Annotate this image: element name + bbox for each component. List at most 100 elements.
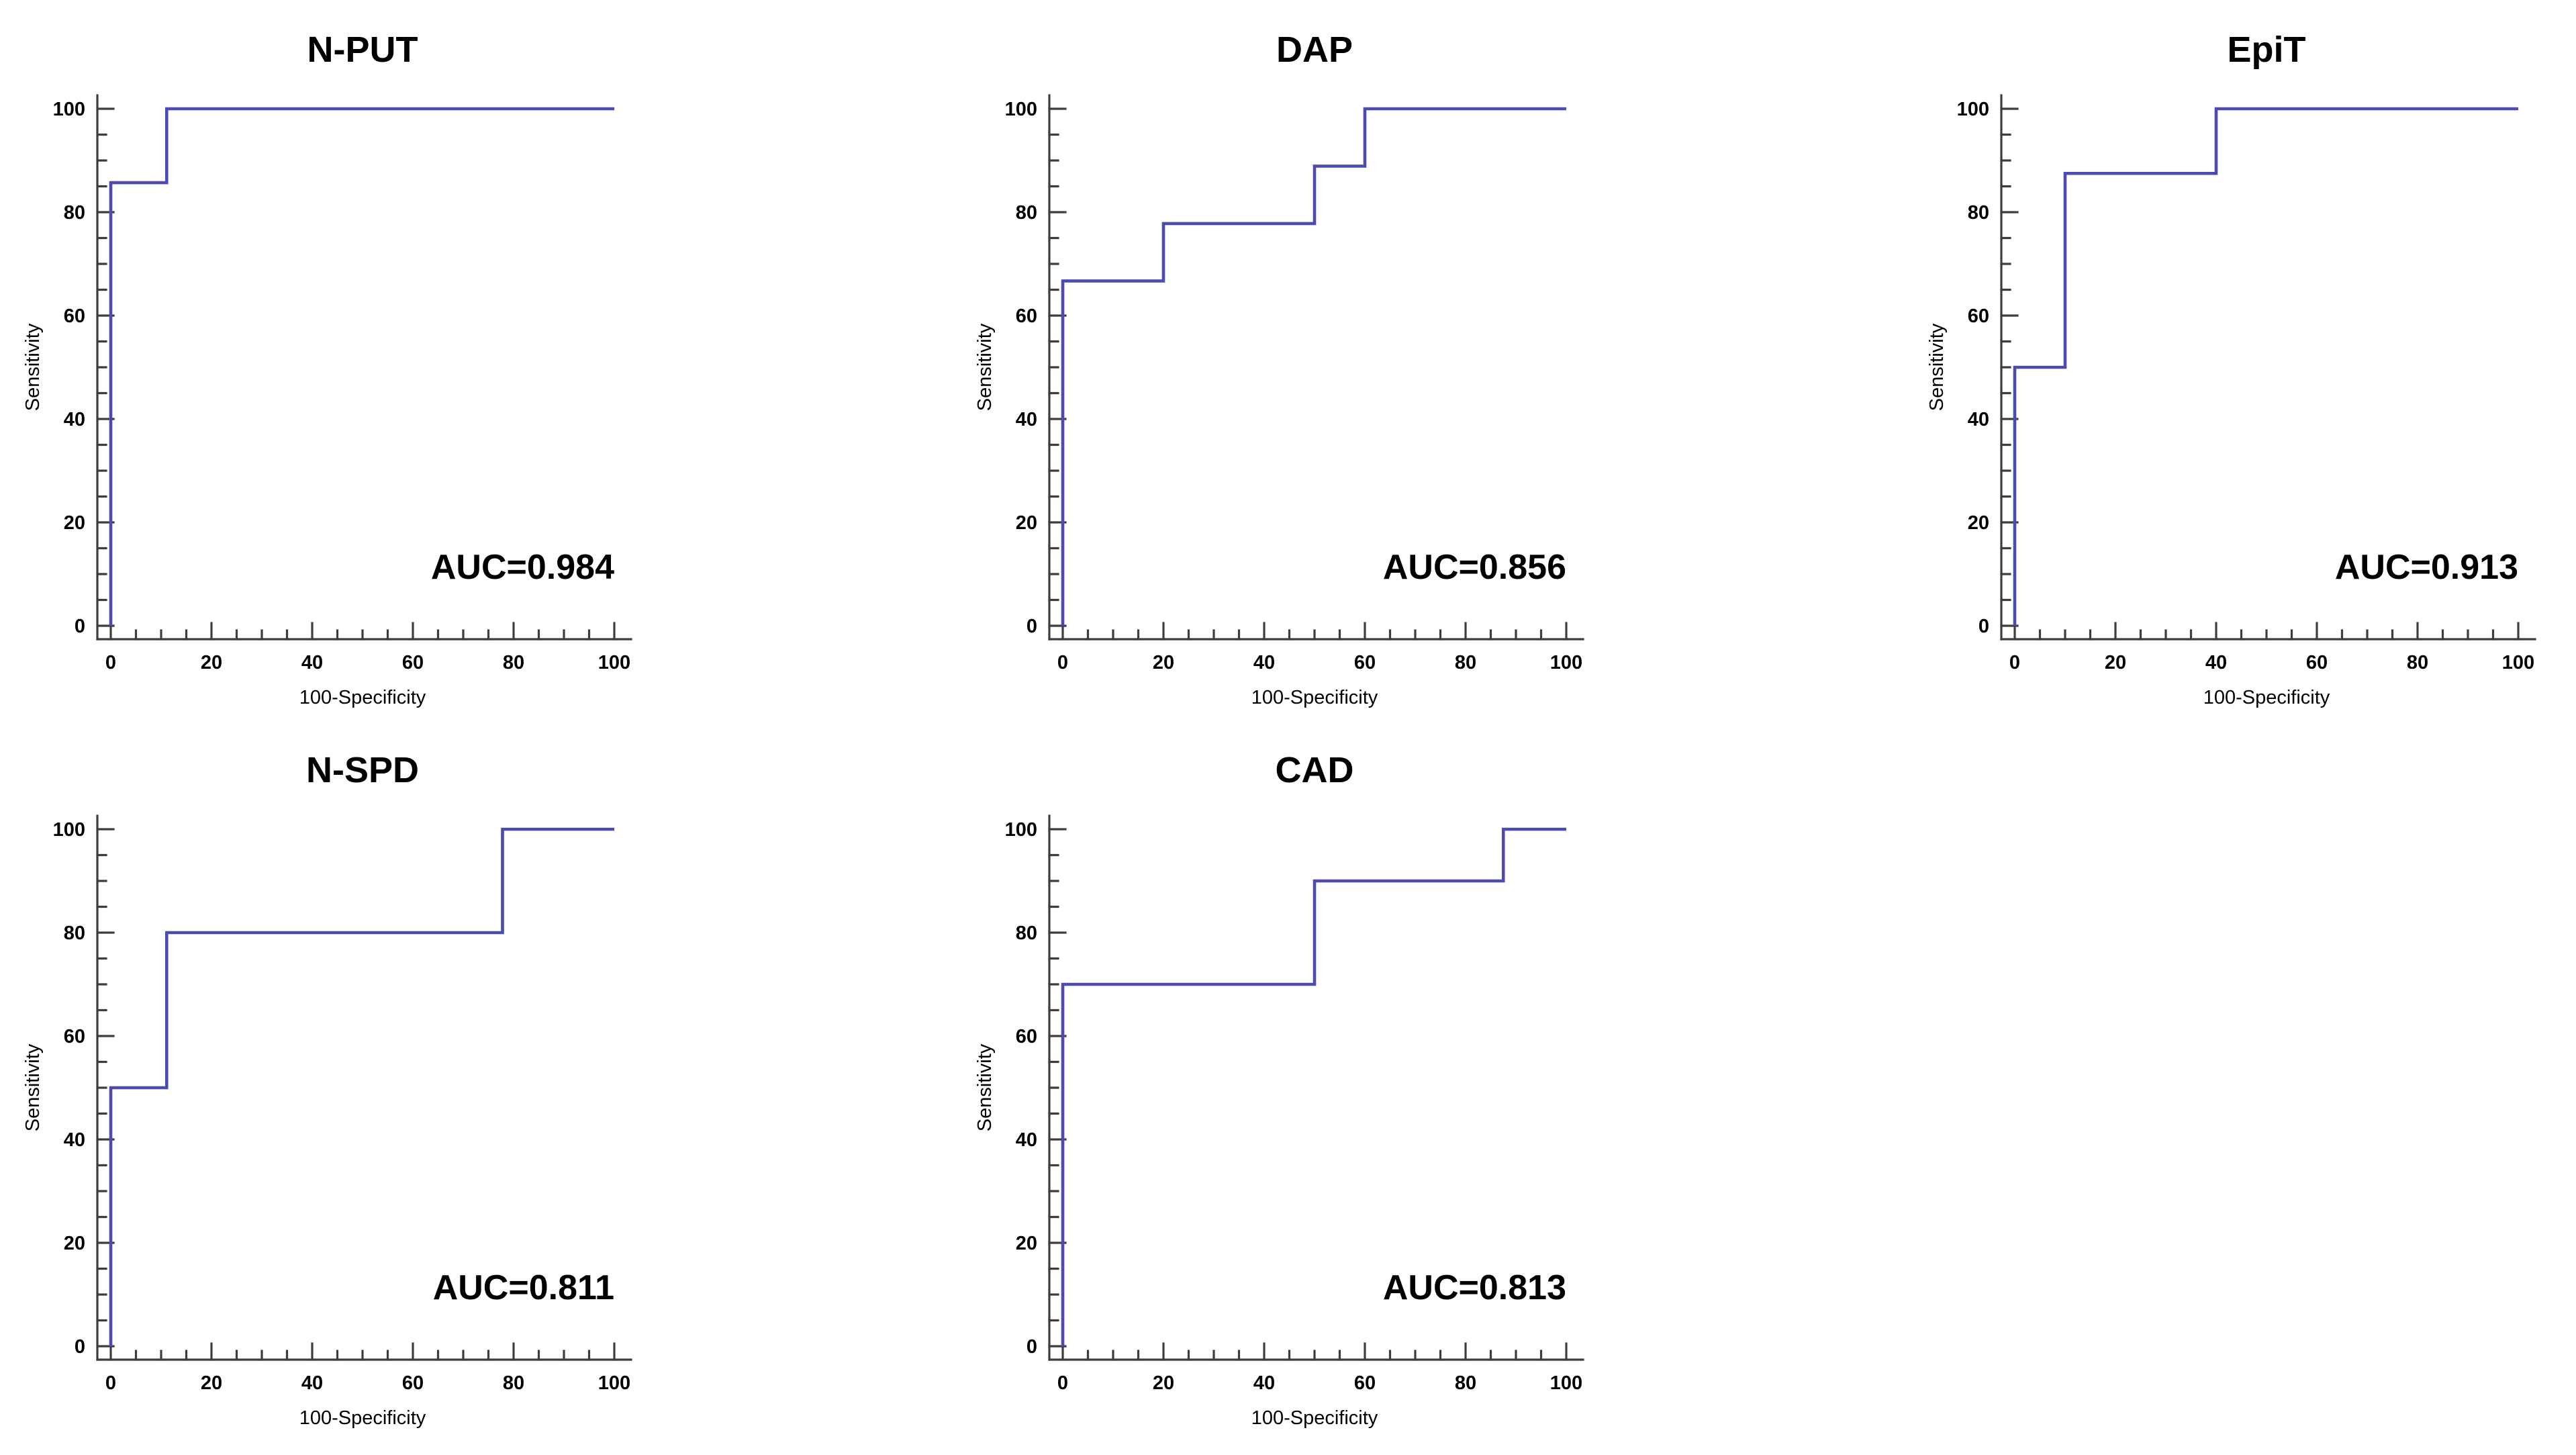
y-tick-label-60: 60 [1016, 1026, 1037, 1047]
chart-title-n-put: N-PUT [307, 30, 418, 70]
y-tick-label-0: 0 [1978, 616, 1989, 637]
y-tick-label-20: 20 [1968, 512, 1989, 534]
x-axis-label: 100-Specificity [299, 687, 426, 708]
y-axis-label: Sensitivity [974, 1043, 996, 1131]
y-tick-label-0: 0 [75, 1336, 85, 1358]
x-tick-label-80: 80 [1455, 1372, 1476, 1394]
roc-curve-n-spd [109, 827, 614, 1346]
y-tick-label-20: 20 [64, 512, 85, 534]
y-tick-label-60: 60 [64, 1026, 85, 1047]
y-tick-label-60: 60 [64, 306, 85, 327]
y-tick-label-100: 100 [1957, 99, 1989, 120]
y-tick-label-40: 40 [1968, 409, 1989, 430]
x-tick-label-40: 40 [301, 652, 323, 673]
chart-title-cad: CAD [1276, 750, 1354, 790]
axes [96, 94, 632, 641]
x-axis-label: 100-Specificity [1251, 1407, 1378, 1429]
x-tick-label-20: 20 [1153, 1372, 1174, 1394]
x-tick-label-0: 0 [105, 1372, 116, 1394]
y-axis-label: Sensitivity [22, 323, 44, 411]
x-axis-label: 100-Specificity [299, 1407, 426, 1429]
roc-plot-cad: CAD 0 20 40 60 80 100 0 20 40 60 80 100 100-Specifici… [974, 750, 1584, 1429]
chart-title-n-spd: N-SPD [306, 750, 419, 790]
x-tick-label-40: 40 [2205, 652, 2227, 673]
y-tick-label-80: 80 [1968, 202, 1989, 224]
roc-chart-cell-n-spd: N-SPD 0 20 40 60 80 100 0 20 40 60 80 100 100-Specifi… [0, 720, 859, 1446]
y-axis-label: Sensitivity [974, 323, 996, 411]
y-tick-label-100: 100 [53, 99, 85, 120]
roc-curve-n-put [109, 107, 614, 626]
y-tick-label-20: 20 [1016, 512, 1037, 534]
x-tick-label-0: 0 [2009, 652, 2020, 673]
y-tick-label-80: 80 [1016, 923, 1037, 944]
y-tick-label-40: 40 [1016, 1129, 1037, 1151]
y-tick-label-60: 60 [1968, 306, 1989, 327]
y-tick-label-0: 0 [1027, 1336, 1037, 1358]
x-tick-label-60: 60 [402, 1372, 424, 1394]
x-tick-label-80: 80 [503, 652, 524, 673]
y-tick-label-80: 80 [1016, 202, 1037, 224]
auc-label-n-put: AUC=0.984 [431, 548, 614, 587]
y-tick-label-40: 40 [1016, 409, 1037, 430]
chart-title-dap: DAP [1276, 30, 1353, 70]
x-tick-label-40: 40 [301, 1372, 323, 1394]
roc-chart-cell-dap: DAP 0 20 40 60 80 100 0 20 40 60 80 100 100-Specifici… [952, 0, 1811, 725]
auc-label-dap: AUC=0.856 [1383, 548, 1566, 587]
y-tick-label-60: 60 [1016, 306, 1037, 327]
y-tick-label-20: 20 [64, 1233, 85, 1254]
chart-title-epit: EpiT [2228, 30, 2306, 70]
y-tick-label-0: 0 [75, 616, 85, 637]
x-tick-label-0: 0 [1057, 1372, 1068, 1394]
y-tick-label-20: 20 [1016, 1233, 1037, 1254]
roc-plot-dap: DAP 0 20 40 60 80 100 0 20 40 60 80 100 100-Specifici… [974, 30, 1584, 708]
x-tick-label-100: 100 [598, 652, 630, 673]
y-tick-label-40: 40 [64, 1129, 85, 1151]
x-tick-label-80: 80 [503, 1372, 524, 1394]
x-tick-label-100: 100 [1550, 652, 1582, 673]
y-axis-label: Sensitivity [22, 1043, 44, 1131]
y-tick-label-80: 80 [64, 202, 85, 224]
auc-label-cad: AUC=0.813 [1383, 1268, 1566, 1307]
x-axis-label: 100-Specificity [1251, 687, 1378, 708]
x-tick-label-80: 80 [1455, 652, 1476, 673]
roc-plot-n-put: N-PUT 0 20 40 60 80 100 0 20 40 60 80 100 100-Specifi… [22, 30, 632, 708]
auc-label-epit: AUC=0.913 [2335, 548, 2518, 587]
x-tick-label-40: 40 [1253, 652, 1275, 673]
x-tick-label-20: 20 [201, 652, 222, 673]
y-axis-label: Sensitivity [1926, 323, 1948, 411]
y-tick-label-100: 100 [1005, 99, 1037, 120]
x-tick-label-20: 20 [2105, 652, 2126, 673]
y-tick-label-100: 100 [1005, 819, 1037, 841]
y-tick-label-40: 40 [64, 409, 85, 430]
y-tick-label-0: 0 [1027, 616, 1037, 637]
x-tick-label-100: 100 [2502, 652, 2534, 673]
axes [2000, 94, 2536, 641]
y-tick-label-80: 80 [64, 923, 85, 944]
roc-plot-epit: EpiT 0 20 40 60 80 100 0 20 40 60 80 100 100-Specific… [1926, 30, 2536, 708]
x-tick-label-20: 20 [201, 1372, 222, 1394]
x-tick-label-20: 20 [1153, 652, 1174, 673]
x-tick-label-100: 100 [1550, 1372, 1582, 1394]
roc-chart-cell-epit: EpiT 0 20 40 60 80 100 0 20 40 60 80 100 100-Specific… [1904, 0, 2576, 725]
x-tick-label-60: 60 [1354, 652, 1376, 673]
x-tick-label-60: 60 [1354, 1372, 1376, 1394]
x-tick-label-60: 60 [402, 652, 424, 673]
axes [1048, 814, 1584, 1361]
roc-chart-cell-cad: CAD 0 20 40 60 80 100 0 20 40 60 80 100 100-Specifici… [952, 720, 1811, 1446]
x-tick-label-0: 0 [1057, 652, 1068, 673]
x-tick-label-40: 40 [1253, 1372, 1275, 1394]
x-tick-label-100: 100 [598, 1372, 630, 1394]
x-axis-label: 100-Specificity [2203, 687, 2330, 708]
roc-chart-cell-n-put: N-PUT 0 20 40 60 80 100 0 20 40 60 80 100 100-Specifi… [0, 0, 859, 725]
roc-plot-n-spd: N-SPD 0 20 40 60 80 100 0 20 40 60 80 100 100-Specifi… [22, 750, 632, 1429]
roc-curve-cad [1061, 827, 1566, 1346]
y-tick-label-100: 100 [53, 819, 85, 841]
axes [1048, 94, 1584, 641]
roc-curve-epit [2013, 107, 2518, 626]
x-tick-label-60: 60 [2306, 652, 2328, 673]
x-tick-label-0: 0 [105, 652, 116, 673]
auc-label-n-spd: AUC=0.811 [433, 1268, 614, 1307]
roc-curve-dap [1061, 107, 1566, 626]
x-tick-label-80: 80 [2407, 652, 2428, 673]
